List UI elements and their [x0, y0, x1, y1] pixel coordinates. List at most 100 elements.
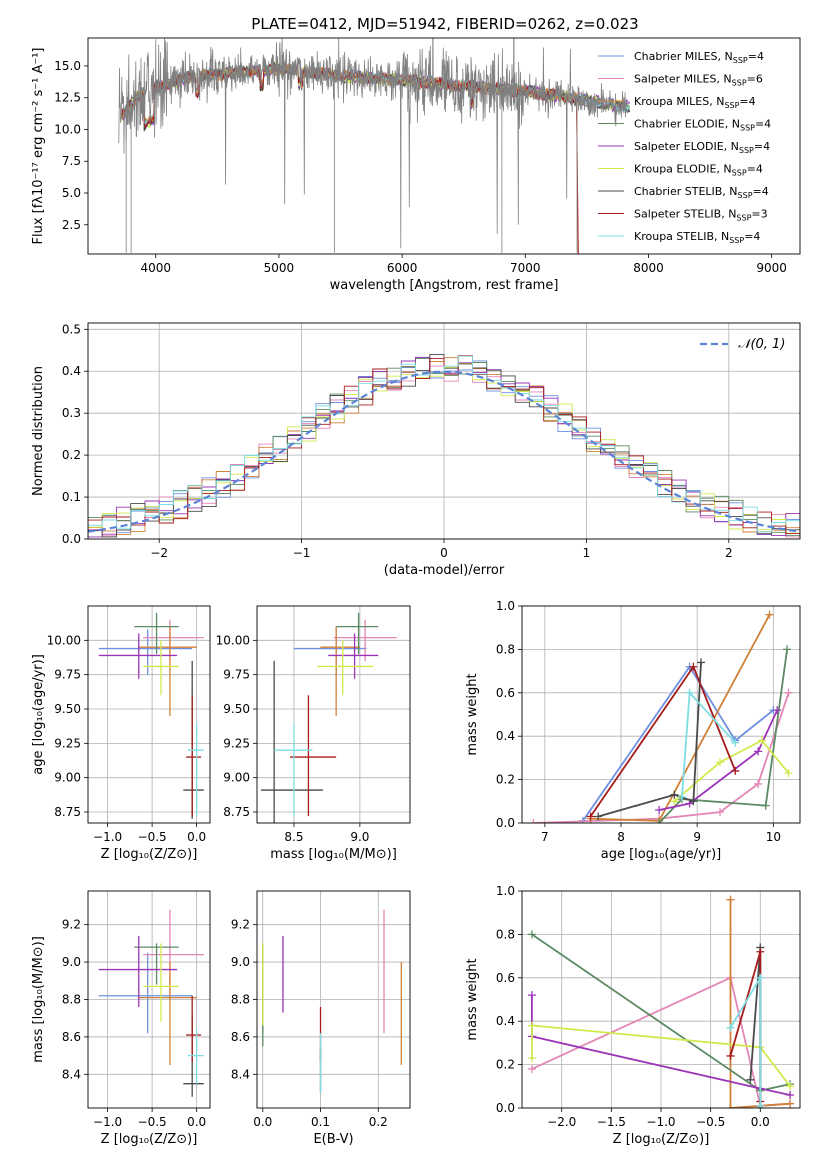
- errorbar-point: [183, 660, 204, 819]
- mass-weight-marker: [527, 1021, 536, 1030]
- y-tick-label: 8.8: [231, 993, 250, 1007]
- x-tick-label: 0: [440, 546, 448, 560]
- mass-weight-marker: [786, 1082, 795, 1091]
- y-tick-label: 9.2: [62, 918, 81, 932]
- y-tick-label: 0.4: [62, 364, 81, 378]
- mass-weight-marker: [527, 1054, 536, 1063]
- errorbar-point: [289, 695, 337, 817]
- mass-weight-marker: [784, 769, 793, 778]
- plot-area: [527, 895, 795, 1108]
- y-tick-label: 0.2: [62, 448, 81, 462]
- x-tick-label: −1.0: [93, 830, 122, 844]
- x-tick-label: 7000: [510, 261, 541, 275]
- y-tick-label: 0.3: [62, 406, 81, 420]
- mass-weight-marker: [726, 1051, 735, 1060]
- errorbar-point: [185, 695, 202, 817]
- x-tick-label: −0.5: [138, 830, 167, 844]
- mass-weight-marker: [716, 758, 725, 767]
- x-tick-label: 2: [725, 546, 733, 560]
- y-tick-label: 9.00: [54, 771, 81, 785]
- residual-histogram: [88, 355, 800, 533]
- y-tick-label: 9.50: [54, 702, 81, 716]
- mass-weight-marker: [754, 747, 763, 756]
- plot-area: [98, 612, 204, 819]
- plot-area: [260, 612, 397, 823]
- mass-weight-line: [729, 899, 791, 1108]
- y-tick-label: 9.0: [231, 955, 250, 969]
- x-tick-label: 1: [583, 546, 591, 560]
- mass-weight-marker: [786, 1090, 795, 1099]
- x-tick-label: 5000: [264, 261, 295, 275]
- y-tick-label: 9.25: [223, 736, 250, 750]
- x-axis-label: (data-model)/error: [384, 563, 505, 578]
- y-tick-label: 9.2: [231, 918, 250, 932]
- y-tick-label: 0.2: [496, 1058, 515, 1072]
- mass-weight-marker: [726, 1104, 735, 1108]
- mass-weight-marker: [757, 736, 766, 745]
- x-tick-label: −1.0: [646, 1115, 675, 1129]
- errorbar-point: [134, 612, 179, 655]
- mass-weight-marker: [527, 930, 536, 939]
- mass-weight-marker: [773, 706, 782, 715]
- y-axis-label: mass weight: [465, 958, 480, 1040]
- mass-weight-marker: [716, 808, 725, 817]
- axes-frame: [87, 890, 211, 1109]
- mass-weight-marker: [765, 610, 774, 619]
- errorbar-point: [143, 640, 179, 696]
- mass-weight-line: [658, 709, 779, 811]
- x-tick-label: 6000: [387, 261, 418, 275]
- x-tick-label: 10: [766, 830, 781, 844]
- x-tick-label: 9: [693, 830, 701, 844]
- errorbar-point: [328, 633, 379, 679]
- legend-label: Salpeter STELIB, NSSP=3: [634, 208, 768, 223]
- x-tick-label: 0.0: [187, 830, 206, 844]
- y-tick-label: 0.0: [496, 816, 515, 830]
- errorbar-point: [143, 943, 179, 1022]
- legend-label: Kroupa ELODIE, NSSP=4: [634, 163, 763, 178]
- y-tick-label: 0.4: [496, 1014, 515, 1028]
- y-tick-label: 2.5: [62, 218, 81, 232]
- mass-weight-marker: [726, 1023, 735, 1032]
- errorbar-point: [138, 962, 197, 1065]
- y-tick-label: 8.8: [62, 993, 81, 1007]
- y-tick-label: 10.00: [216, 633, 250, 647]
- legend-label: Chabrier ELODIE, NSSP=4: [634, 118, 771, 133]
- x-tick-label: 9.0: [350, 830, 369, 844]
- mass-weight-line: [597, 662, 702, 818]
- legend-label: Kroupa STELIB, NSSP=4: [634, 230, 760, 245]
- y-tick-label: 1.0: [496, 599, 515, 613]
- mass-weight-marker: [786, 1099, 795, 1108]
- errorbar-point: [98, 952, 193, 1034]
- mass-weight-marker: [696, 658, 705, 667]
- y-axis-label: age [log₁₀(age/yr)]: [31, 654, 46, 775]
- mass-weight-marker: [761, 801, 770, 810]
- errorbar-point: [336, 612, 379, 655]
- y-tick-label: 15.0: [54, 59, 81, 73]
- x-tick-label: 0.1: [311, 1115, 330, 1129]
- y-tick-label: 0.8: [496, 927, 515, 941]
- mass-weight-marker: [670, 790, 679, 799]
- x-tick-label: 8000: [633, 261, 664, 275]
- axes-frame: [256, 605, 411, 824]
- x-tick-label: 9000: [756, 261, 787, 275]
- mass-weight-line: [658, 649, 788, 823]
- mass-weight-vs-age-panel: 7 8 9 10 0.0 0.2 0.4 0.6 0.8 1.0 age [log₁₀(age/yr…: [465, 599, 801, 862]
- age-vs-Z-panel: −1.0 −0.5 0.0 8.75 9.00 9.25 9.50 9.75 10.00 Z [l…: [31, 605, 211, 862]
- x-axis-label: wavelength [Angstrom, rest frame]: [330, 278, 559, 293]
- y-tick-label: 9.75: [223, 668, 250, 682]
- plot-area: [529, 610, 793, 823]
- legend-label: Salpeter ELODIE, NSSP=4: [634, 140, 770, 155]
- grid-lines: [522, 890, 800, 1109]
- mass-weight-line: [729, 951, 762, 1102]
- axes-frame: [87, 605, 211, 824]
- y-tick-label: 0.8: [496, 642, 515, 656]
- mass-weight-marker: [756, 973, 765, 982]
- errorbar-point: [293, 629, 367, 675]
- mass-weight-marker: [527, 991, 536, 1000]
- mass-weight-marker: [586, 812, 595, 821]
- mass-weight-marker: [754, 779, 763, 788]
- x-tick-label: −2: [150, 546, 168, 560]
- y-tick-label: 9.75: [54, 668, 81, 682]
- age-vs-mass-panel: 8.5 9.0 8.75 9.00 9.25 9.50 9.75 10.00 mass [log…: [216, 605, 411, 862]
- legend-label: Chabrier MILES, NSSP=4: [634, 50, 764, 65]
